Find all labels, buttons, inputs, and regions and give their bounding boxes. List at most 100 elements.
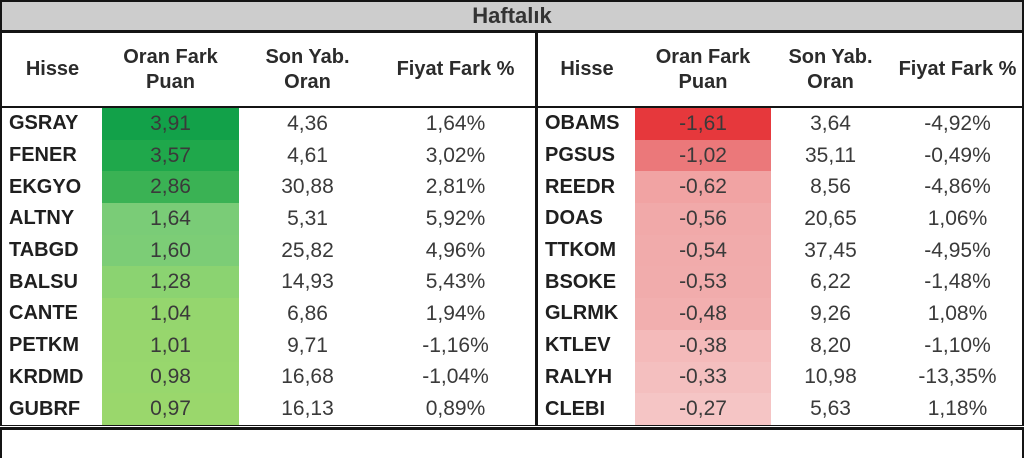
fiyat-fark-cell: -1,10% (924, 333, 991, 357)
oran-fark-puan-cell: -1,02 (635, 139, 771, 172)
oran-fark-puan-cell: -0,48 (635, 298, 771, 330)
son-yab-oran-cell: 14,93 (281, 270, 334, 294)
table-row: TTKOM -0,54 37,45 -4,95% (538, 234, 1022, 267)
ticker-cell: RALYH (545, 365, 613, 388)
oran-fark-puan-cell: -0,54 (635, 234, 771, 267)
ticker-cell: TABGD (9, 239, 79, 262)
column-header-hisse: Hisse (560, 58, 614, 80)
oran-fark-puan-cell: 3,91 (102, 108, 239, 140)
oran-fark-puan-cell: -0,56 (635, 203, 771, 235)
fiyat-fark-cell: 4,96% (425, 238, 486, 262)
son-yab-oran-cell: 9,71 (287, 333, 328, 357)
table-row: PGSUS -1,02 35,11 -0,49% (538, 139, 1022, 172)
son-yab-oran-cell: 35,11 (805, 143, 856, 167)
column-header-son-yab-oran: Son Yab. Oran (265, 45, 350, 93)
oran-fark-puan-cell: 1,01 (102, 329, 239, 362)
ticker-cell: DOAS (545, 207, 603, 230)
losers-header-row: Hisse Oran Fark Puan Son Yab. Oran Fiyat… (538, 33, 1022, 108)
oran-fark-puan-cell: 0,98 (102, 361, 239, 394)
gainers-header-row: Hisse Oran Fark Puan Son Yab. Oran Fiyat… (2, 33, 535, 108)
fiyat-fark-cell: 1,08% (927, 301, 988, 325)
table-row: FENER 3,57 4,61 3,02% (2, 139, 535, 172)
fiyat-fark-cell: 1,94% (425, 301, 486, 325)
table-row: GUBRF 0,97 16,13 0,89% (2, 393, 535, 425)
fiyat-fark-cell: 2,81% (425, 175, 486, 199)
table-row: KTLEV -0,38 8,20 -1,10% (538, 329, 1022, 362)
fiyat-fark-cell: 0,89% (425, 397, 486, 421)
oran-fark-puan-cell: -0,33 (635, 361, 771, 394)
son-yab-oran-cell: 30,88 (281, 175, 334, 199)
oran-fark-puan-cell: 3,57 (102, 139, 239, 172)
oran-fark-puan-cell: 1,64 (102, 203, 239, 235)
son-yab-oran-cell: 8,20 (810, 333, 851, 357)
oran-fark-puan-cell: 1,04 (102, 298, 239, 330)
fiyat-fark-cell: 5,92% (425, 206, 486, 230)
table-row: GLRMK -0,48 9,26 1,08% (538, 298, 1022, 330)
son-yab-oran-cell: 20,65 (804, 206, 857, 230)
ticker-cell: KTLEV (545, 334, 611, 357)
ticker-cell: KRDMD (9, 365, 84, 388)
son-yab-oran-cell: 6,22 (810, 270, 851, 294)
oran-fark-puan-cell: -0,27 (635, 393, 771, 425)
oran-fark-puan-cell: 2,86 (102, 171, 239, 204)
son-yab-oran-cell: 10,98 (804, 365, 857, 389)
losers-rows: OBAMS -1,61 3,64 -4,92% PGSUS -1,02 35,11 -0,49… (538, 108, 1022, 425)
son-yab-oran-cell: 4,61 (287, 143, 328, 167)
oran-fark-puan-cell: -1,61 (635, 108, 771, 140)
table-row: PETKM 1,01 9,71 -1,16% (2, 329, 535, 362)
table-body: Hisse Oran Fark Puan Son Yab. Oran Fiyat… (2, 33, 1022, 425)
ticker-cell: BSOKE (545, 270, 617, 293)
fiyat-fark-cell: -1,04% (422, 365, 489, 389)
son-yab-oran-cell: 25,82 (281, 238, 334, 262)
fiyat-fark-cell: -4,92% (924, 111, 991, 135)
ticker-cell: OBAMS (545, 112, 620, 135)
son-yab-oran-cell: 5,63 (810, 397, 851, 421)
losers-panel: Hisse Oran Fark Puan Son Yab. Oran Fiyat… (535, 33, 1022, 425)
weekly-foreign-flow-table: Haftalık Hisse Oran Fark Puan Son Yab. O… (0, 0, 1024, 426)
ticker-cell: EKGYO (9, 175, 82, 198)
son-yab-oran-cell: 8,56 (810, 175, 851, 199)
column-header-hisse: Hisse (25, 58, 80, 80)
gainers-panel: Hisse Oran Fark Puan Son Yab. Oran Fiyat… (2, 33, 535, 425)
oran-fark-puan-cell: 0,97 (102, 393, 239, 425)
oran-fark-puan-cell: -0,62 (635, 171, 771, 204)
son-yab-oran-cell: 9,26 (810, 301, 851, 325)
ticker-cell: ALTNY (9, 207, 75, 230)
fiyat-fark-cell: -4,95% (924, 238, 991, 262)
table-row: EKGYO 2,86 30,88 2,81% (2, 171, 535, 204)
fiyat-fark-cell: 1,18% (927, 397, 988, 421)
column-header-oran-fark-puan: Oran Fark Puan (655, 45, 751, 93)
son-yab-oran-cell: 4,36 (287, 111, 328, 135)
son-yab-oran-cell: 3,64 (810, 111, 851, 135)
column-header-fiyat-fark: Fiyat Fark % (898, 58, 1017, 80)
table-row: OBAMS -1,61 3,64 -4,92% (538, 108, 1022, 140)
table-row: ALTNY 1,64 5,31 5,92% (2, 203, 535, 235)
oran-fark-puan-cell: 1,60 (102, 234, 239, 267)
column-header-son-yab-oran: Son Yab. Oran (788, 45, 873, 93)
oran-fark-puan-cell: -0,53 (635, 266, 771, 299)
table-row: TABGD 1,60 25,82 4,96% (2, 234, 535, 267)
fiyat-fark-cell: 1,06% (927, 206, 988, 230)
son-yab-oran-cell: 37,45 (804, 238, 857, 262)
table-row: REEDR -0,62 8,56 -4,86% (538, 171, 1022, 204)
gainers-rows: GSRAY 3,91 4,36 1,64% FENER 3,57 4,61 3,02% EKGY… (2, 108, 535, 425)
oran-fark-puan-cell: -0,38 (635, 329, 771, 362)
ticker-cell: PGSUS (545, 144, 616, 167)
table-row: BALSU 1,28 14,93 5,43% (2, 266, 535, 299)
ticker-cell: TTKOM (545, 239, 617, 262)
table-row: GSRAY 3,91 4,36 1,64% (2, 108, 535, 140)
ticker-cell: GLRMK (545, 302, 619, 325)
table-row: RALYH -0,33 10,98 -13,35% (538, 361, 1022, 394)
son-yab-oran-cell: 5,31 (287, 206, 328, 230)
fiyat-fark-cell: 5,43% (425, 270, 486, 294)
fiyat-fark-cell: -1,48% (924, 270, 991, 294)
fiyat-fark-cell: -4,86% (924, 175, 991, 199)
table-title: Haftalık (2, 2, 1022, 33)
next-section-empty-area (0, 426, 1024, 458)
column-header-fiyat-fark: Fiyat Fark % (396, 58, 515, 80)
table-row: DOAS -0,56 20,65 1,06% (538, 203, 1022, 235)
fiyat-fark-cell: 3,02% (425, 143, 486, 167)
fiyat-fark-cell: 1,64% (425, 111, 486, 135)
ticker-cell: CANTE (9, 302, 78, 325)
ticker-cell: PETKM (9, 334, 79, 357)
